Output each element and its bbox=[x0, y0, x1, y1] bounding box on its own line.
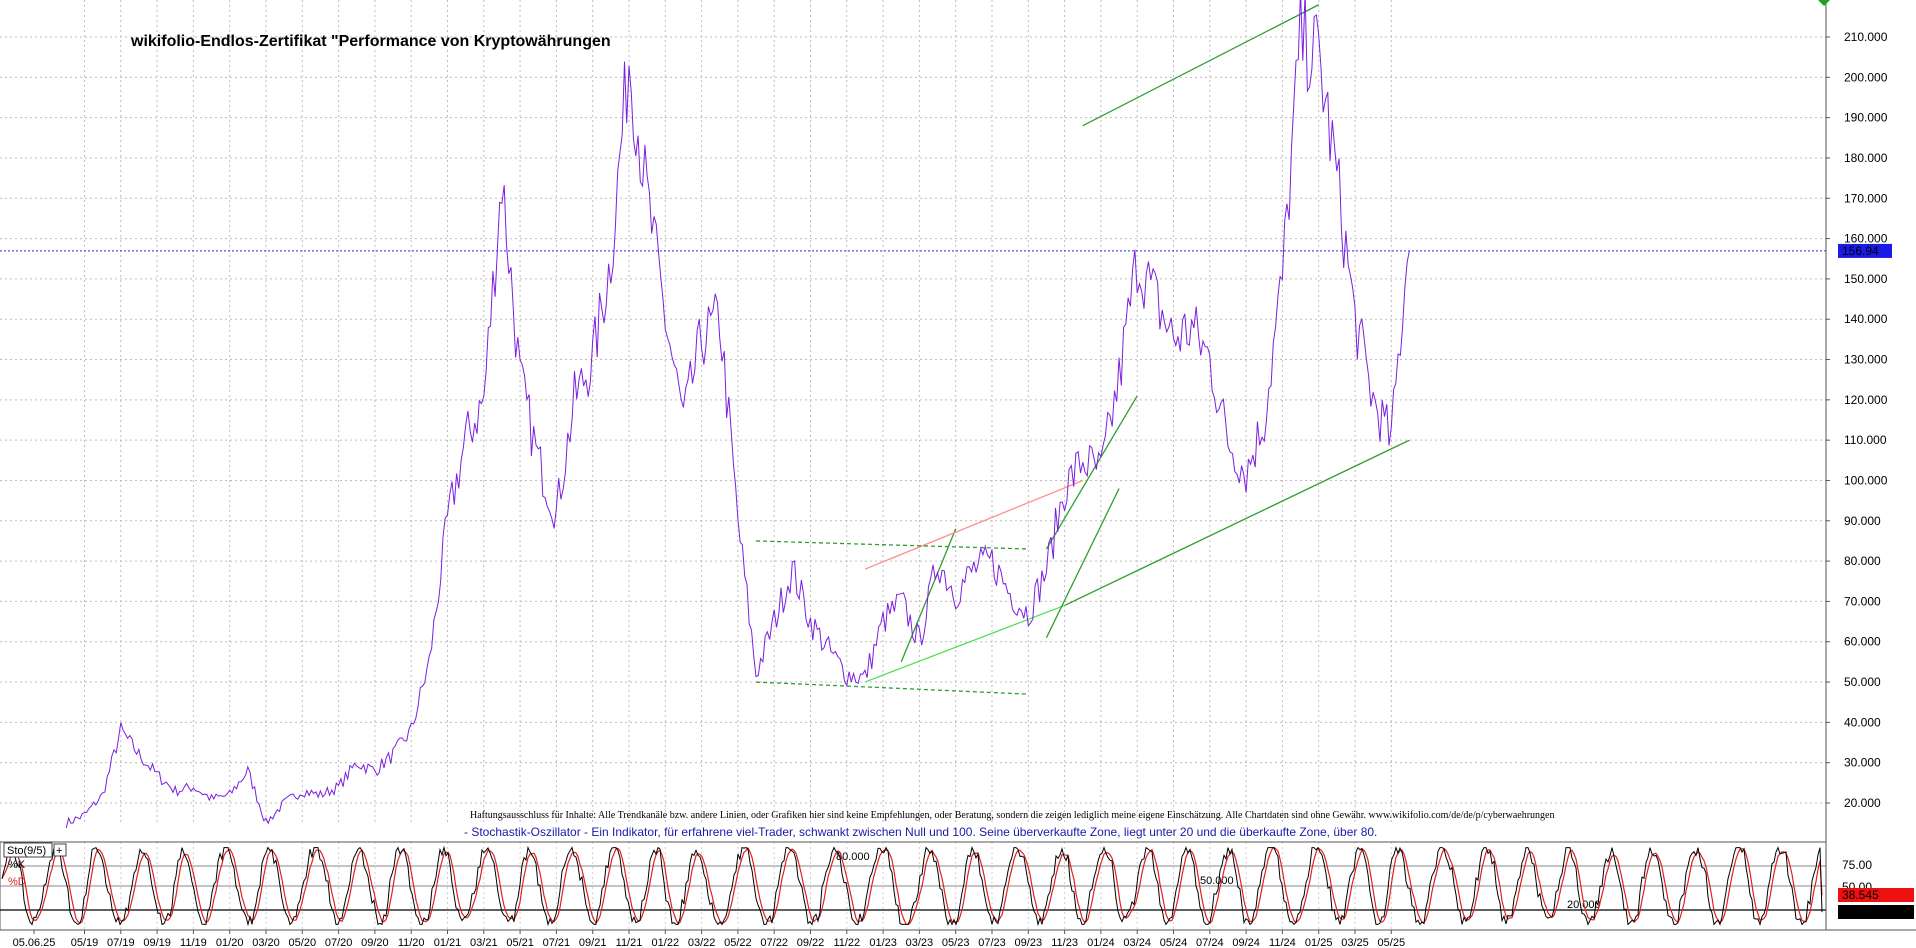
x-tick-label: 11/22 bbox=[833, 937, 860, 948]
y-tick-label: 190.000 bbox=[1844, 111, 1888, 125]
expand-button[interactable] bbox=[53, 843, 67, 857]
x-tick-label: 03/23 bbox=[906, 937, 934, 948]
x-tick-label: 11/21 bbox=[616, 937, 643, 948]
trend-line bbox=[756, 540, 1029, 550]
x-tick-label: 09/23 bbox=[1015, 937, 1043, 948]
x-tick-label: 05.06.25 bbox=[13, 937, 56, 948]
x-tick-label: 03/22 bbox=[688, 937, 716, 948]
stochastic-k-line bbox=[1, 845, 1823, 927]
x-tick-label: 07/24 bbox=[1196, 937, 1224, 948]
x-tick-label: 09/19 bbox=[143, 937, 171, 948]
x-tick-label: 05/21 bbox=[506, 937, 534, 948]
x-tick-label: 07/19 bbox=[107, 937, 135, 948]
trend-line bbox=[1064, 439, 1410, 607]
x-tick-label: 03/20 bbox=[252, 937, 280, 948]
x-tick-label: 11/20 bbox=[398, 937, 425, 948]
disclaimer-text: Haftungsausschluss für Inhalte: Alle Tre… bbox=[470, 810, 1555, 821]
main-grid bbox=[0, 0, 1826, 822]
last-value-label: 156.94 bbox=[1842, 244, 1879, 258]
k-legend: %K bbox=[8, 859, 26, 871]
y-tick-label: 100.000 bbox=[1844, 473, 1888, 487]
sto-level-label: 80.000 bbox=[836, 851, 870, 863]
k-value-label: 17.195 bbox=[1842, 905, 1879, 919]
indicator-label-box bbox=[3, 842, 53, 858]
chart-title: wikifolio-Endlos-Zertifikat "Performance… bbox=[130, 33, 611, 50]
x-tick-label: 11/24 bbox=[1269, 937, 1296, 948]
trend-lines bbox=[756, 4, 1410, 695]
x-tick-label: 05/19 bbox=[71, 937, 99, 948]
sto-level-label: 50.000 bbox=[1200, 875, 1234, 887]
y-tick-label: 40.000 bbox=[1844, 715, 1881, 729]
stochastic-right-labels: 75.00 50.00 38.545 17.195 bbox=[1838, 858, 1914, 919]
y-tick-label: 60.000 bbox=[1844, 635, 1881, 649]
y-tick-label: 50.000 bbox=[1844, 675, 1881, 689]
x-tick-label: 09/22 bbox=[797, 937, 825, 948]
x-tick-label: 09/21 bbox=[579, 937, 607, 948]
x-tick-label: 01/20 bbox=[216, 937, 244, 948]
y-axis-ticks: 20.000 30.000 40.000 50.000 60.000 70.000 80.0… bbox=[1826, 30, 1888, 810]
trend-line bbox=[1082, 4, 1319, 127]
x-tick-label: 11/23 bbox=[1051, 937, 1078, 948]
y-tick-label: 110.000 bbox=[1844, 433, 1887, 447]
x-tick-label: 03/24 bbox=[1123, 937, 1151, 948]
price-series-line bbox=[65, 0, 1410, 829]
last-value-badge: 156.94 bbox=[1838, 243, 1892, 258]
x-tick-label: 03/21 bbox=[470, 937, 498, 948]
x-tick-label: 07/23 bbox=[978, 937, 1006, 948]
y-tick-label: 90.000 bbox=[1844, 514, 1881, 528]
x-tick-label: 05/24 bbox=[1160, 937, 1188, 948]
y-tick-label: 130.000 bbox=[1844, 353, 1888, 367]
y-tick-label: 80.000 bbox=[1844, 554, 1881, 568]
stochastic-legend: Sto(9/5) + %K %D bbox=[3, 842, 67, 888]
trend-line bbox=[1045, 488, 1120, 638]
plus-icon: + bbox=[56, 845, 62, 857]
x-tick-label: 05/23 bbox=[942, 937, 970, 948]
x-tick-label: 01/21 bbox=[434, 937, 462, 948]
stochastic-d-line bbox=[1, 846, 1823, 926]
x-tick-label: 01/23 bbox=[869, 937, 897, 948]
stochastic-description: - Stochastik-Oszillator - Ein Indikator,… bbox=[464, 825, 1377, 839]
top-marker-icon bbox=[1818, 0, 1830, 6]
d-value-box bbox=[1838, 888, 1914, 902]
k-value-box bbox=[1838, 905, 1914, 919]
y-tick-label: 20.000 bbox=[1844, 796, 1881, 810]
y-tick-label: 160.000 bbox=[1844, 232, 1888, 246]
x-tick-label: 05/20 bbox=[289, 937, 317, 948]
x-tick-label: 07/21 bbox=[543, 937, 571, 948]
y-tick-label: 200.000 bbox=[1844, 70, 1888, 84]
y-tick-label: 70.000 bbox=[1844, 594, 1881, 608]
x-axis-ticks: 05.06.25 05/19 07/19 09/19 11/19 01/20 03/20 05… bbox=[13, 930, 1405, 948]
y-tick-label: 150.000 bbox=[1844, 272, 1888, 286]
indicator-label: Sto(9/5) bbox=[7, 845, 46, 857]
trend-line bbox=[756, 681, 1029, 695]
x-tick-label: 05/25 bbox=[1378, 937, 1406, 948]
y-tick-label: 140.000 bbox=[1844, 312, 1888, 326]
x-tick-label: 01/24 bbox=[1087, 937, 1115, 948]
x-tick-label: 07/20 bbox=[325, 937, 353, 948]
x-tick-label: 05/22 bbox=[724, 937, 752, 948]
trend-line bbox=[864, 479, 1083, 570]
y-tick-label: 170.000 bbox=[1844, 191, 1888, 205]
trend-line bbox=[1045, 395, 1138, 550]
d-legend: %D bbox=[8, 876, 26, 888]
y-tick-label: 180.000 bbox=[1844, 151, 1888, 165]
sto-tick-75: 75.00 bbox=[1842, 858, 1872, 872]
x-tick-label: 09/20 bbox=[361, 937, 389, 948]
y-tick-label: 210.000 bbox=[1844, 30, 1888, 44]
y-tick-label: 120.000 bbox=[1844, 393, 1888, 407]
x-tick-label: 07/22 bbox=[760, 937, 788, 948]
x-tick-label: 11/19 bbox=[180, 937, 207, 948]
x-tick-label: 09/24 bbox=[1232, 937, 1260, 948]
x-tick-label: 03/25 bbox=[1341, 937, 1369, 948]
trend-line bbox=[900, 528, 957, 663]
trend-line bbox=[864, 604, 1065, 683]
d-value-label: 38.545 bbox=[1842, 888, 1879, 902]
x-tick-label: 01/25 bbox=[1305, 937, 1333, 948]
y-tick-label: 30.000 bbox=[1844, 756, 1881, 770]
x-tick-label: 01/22 bbox=[652, 937, 680, 948]
